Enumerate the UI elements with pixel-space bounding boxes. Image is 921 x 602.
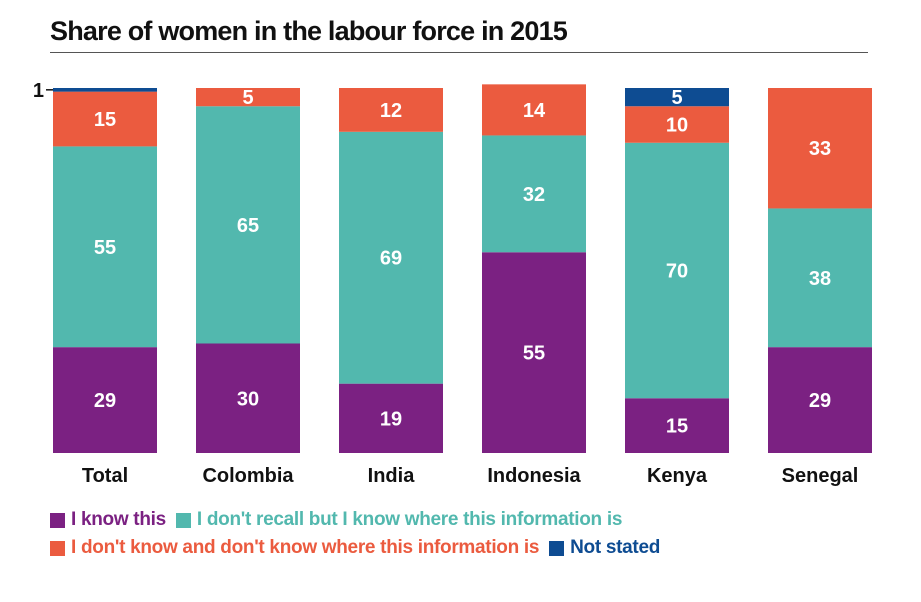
category-label-kenya: Kenya [647,465,708,487]
data-label-senegal-i-don-t-recall-but-i-know-where-this-information-is: 38 [809,268,831,290]
bar-segment-total-i-don-t-recall-but-i-know-where-this-information-is [53,146,157,348]
bar-segment-senegal-i-don-t-recall-but-i-know-where-this-information-is [768,208,872,348]
category-label-senegal: Senegal [782,465,859,487]
legend-item-not-stated: Not stated [549,537,660,559]
bar-segment-total-i-know-this [53,347,157,453]
data-label-india-i-don-t-recall-but-i-know-where-this-information-is: 69 [380,248,402,270]
bar-segment-kenya-i-don-t-recall-but-i-know-where-this-information-is [625,142,729,399]
legend-label: I don't know and don't know where this i… [71,537,540,558]
bar-segment-india-i-don-t-know-and-don-t-know-where-this-information-is [339,88,443,132]
legend-swatch [50,540,65,556]
data-label-kenya-i-don-t-recall-but-i-know-where-this-information-is: 70 [666,261,688,283]
legend-label: I know this [71,509,166,530]
data-label-indonesia-i-don-t-know-and-don-t-know-where-this-information-is: 14 [523,100,546,122]
data-label-colombia-i-know-this: 30 [237,388,259,410]
data-label-senegal-i-don-t-know-and-don-t-know-where-this-information-is: 33 [809,138,831,160]
category-label-indonesia: Indonesia [487,465,581,487]
legend-label: Not stated [570,537,661,558]
legend-item-dont-know: I don't know and don't know where this i… [50,537,539,559]
bar-segment-senegal-i-know-this [768,347,872,453]
bar-segment-indonesia-i-know-this [482,252,586,453]
data-label-colombia-i-don-t-know-and-don-t-know-where-this-information-is: 5 [242,87,253,109]
bar-segment-colombia-i-don-t-recall-but-i-know-where-this-information-is [196,106,300,344]
legend-label: I don't recall but I know where this inf… [196,509,623,530]
legend-item-i-know-this: I know this [50,509,166,531]
category-label-india: India [368,465,416,487]
legend-item-dont-recall: I don't recall but I know where this inf… [175,509,623,531]
data-label-indonesia-i-don-t-recall-but-i-know-where-this-information-is: 32 [523,184,545,206]
category-label-colombia: Colombia [202,465,294,487]
legend-swatch [549,540,565,556]
data-label-kenya-i-don-t-know-and-don-t-know-where-this-information-is: 10 [666,115,688,137]
bar-segment-indonesia-i-don-t-know-and-don-t-know-where-this-information-is [482,84,586,136]
legend-swatch [175,512,191,528]
legend-swatch [50,512,65,528]
data-label-kenya-i-know-this: 15 [666,416,688,438]
data-label-senegal-i-know-this: 29 [809,390,831,412]
data-label-indonesia-i-know-this: 55 [523,343,545,365]
data-label-colombia-i-don-t-recall-but-i-know-where-this-information-is: 65 [237,215,259,237]
data-label-total-i-know-this: 29 [94,390,116,412]
legend-row-2: I don't know and don't know where this i… [50,534,910,562]
data-label-kenya-not-stated: 5 [671,87,682,109]
chart-title: Share of women in the labour force in 20… [50,16,568,46]
category-label-total: Total [82,465,128,487]
stacked-bar-chart: 29 55 15 1 Total 30 65 5 Colombia 19 69 12 India 55 32… [33,80,872,487]
bar-segment-senegal-i-don-t-know-and-don-t-know-where-this-information-is [768,88,872,209]
data-label-india-i-don-t-know-and-don-t-know-where-this-information-is: 12 [380,100,402,122]
data-label-total-i-don-t-recall-but-i-know-where-this-information-is: 55 [94,237,116,259]
bar-segment-colombia-i-know-this [196,343,300,453]
bar-segment-kenya-not-stated [625,88,729,107]
data-label-india-i-know-this: 19 [380,408,402,430]
bar-segment-kenya-i-don-t-know-and-don-t-know-where-this-information-is [625,106,729,143]
bar-segment-indonesia-i-don-t-recall-but-i-know-where-this-information-is [482,135,586,253]
legend: I know this I don't recall but I know wh… [50,506,910,562]
bar-segment-kenya-i-know-this [625,398,729,453]
bar-segment-total-i-don-t-know-and-don-t-know-where-this-information-is [53,91,157,147]
bar-segment-colombia-i-don-t-know-and-don-t-know-where-this-information-is [196,88,300,107]
title-divider [50,52,868,53]
data-label-total-i-don-t-know-and-don-t-know-where-this-information-is: 15 [94,109,116,131]
data-label-total-not-stated: 1 [33,80,44,102]
bar-segment-india-i-know-this [339,383,443,453]
legend-row-1: I know this I don't recall but I know wh… [50,506,910,534]
bar-segment-total-not-stated [53,88,157,92]
bar-segment-india-i-don-t-recall-but-i-know-where-this-information-is [339,131,443,384]
